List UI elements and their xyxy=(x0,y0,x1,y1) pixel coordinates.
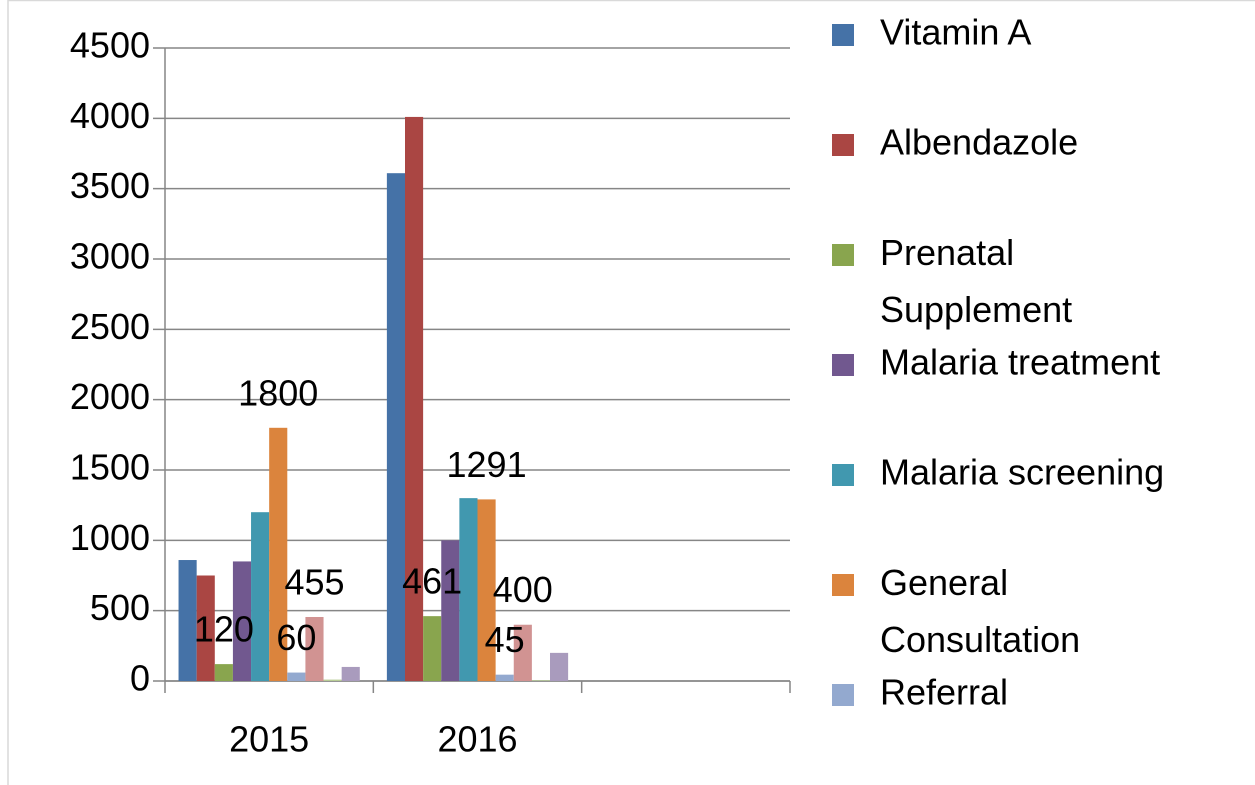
legend-swatch xyxy=(832,134,854,156)
y-tick-label: 1000 xyxy=(70,517,150,558)
x-tick-label: 2015 xyxy=(229,719,309,760)
bar xyxy=(441,540,460,681)
bar xyxy=(341,666,360,681)
legend-label: Malaria screening xyxy=(880,452,1164,493)
data-label: 461 xyxy=(402,561,462,602)
x-tick-label: 2016 xyxy=(437,719,517,760)
bar xyxy=(232,561,252,681)
chart-border xyxy=(7,0,1255,785)
data-label: 1800 xyxy=(238,372,318,413)
y-tick-label: 1500 xyxy=(70,447,150,488)
legend-swatch xyxy=(832,354,854,376)
legend-swatch xyxy=(832,24,854,46)
legend-swatch xyxy=(832,464,854,486)
data-label: 455 xyxy=(284,562,344,603)
data-label: 400 xyxy=(493,569,553,610)
y-tick-label: 3000 xyxy=(70,236,150,277)
bar xyxy=(405,116,424,682)
bar xyxy=(178,560,197,681)
legend-swatch xyxy=(832,244,854,266)
y-tick-label: 4500 xyxy=(70,25,150,66)
bar xyxy=(459,498,478,681)
legend-swatch xyxy=(832,574,854,596)
y-tick-label: 2000 xyxy=(70,376,150,417)
data-label: 1291 xyxy=(447,444,527,485)
bar xyxy=(214,664,233,681)
bar xyxy=(423,616,442,681)
y-tick-label: 500 xyxy=(90,587,150,628)
legend-swatch xyxy=(832,684,854,706)
y-tick-label: 2500 xyxy=(70,306,150,347)
bar xyxy=(550,652,569,681)
bar xyxy=(323,679,342,681)
data-label: 45 xyxy=(485,619,525,660)
bar xyxy=(269,427,288,681)
bar xyxy=(477,499,496,681)
legend-label: Malaria treatment xyxy=(880,342,1160,383)
legend-label: Vitamin A xyxy=(880,12,1031,53)
bar xyxy=(196,575,215,681)
bar xyxy=(287,672,306,681)
legend-label: Prenatal Supplement xyxy=(880,232,1072,330)
y-tick-label: 4000 xyxy=(70,95,150,136)
legend-label: Albendazole xyxy=(880,122,1078,163)
bar xyxy=(251,512,270,681)
y-tick-label: 3500 xyxy=(70,165,150,206)
bar xyxy=(513,624,532,681)
data-label: 120 xyxy=(194,609,254,650)
data-label: 60 xyxy=(276,617,316,658)
bar xyxy=(495,674,514,681)
legend-label: Referral xyxy=(880,672,1008,713)
y-tick-label: 0 xyxy=(130,658,150,699)
legend-label: General Consultation xyxy=(880,562,1080,660)
bar xyxy=(531,680,550,681)
bar xyxy=(386,173,405,681)
bar xyxy=(305,616,324,681)
